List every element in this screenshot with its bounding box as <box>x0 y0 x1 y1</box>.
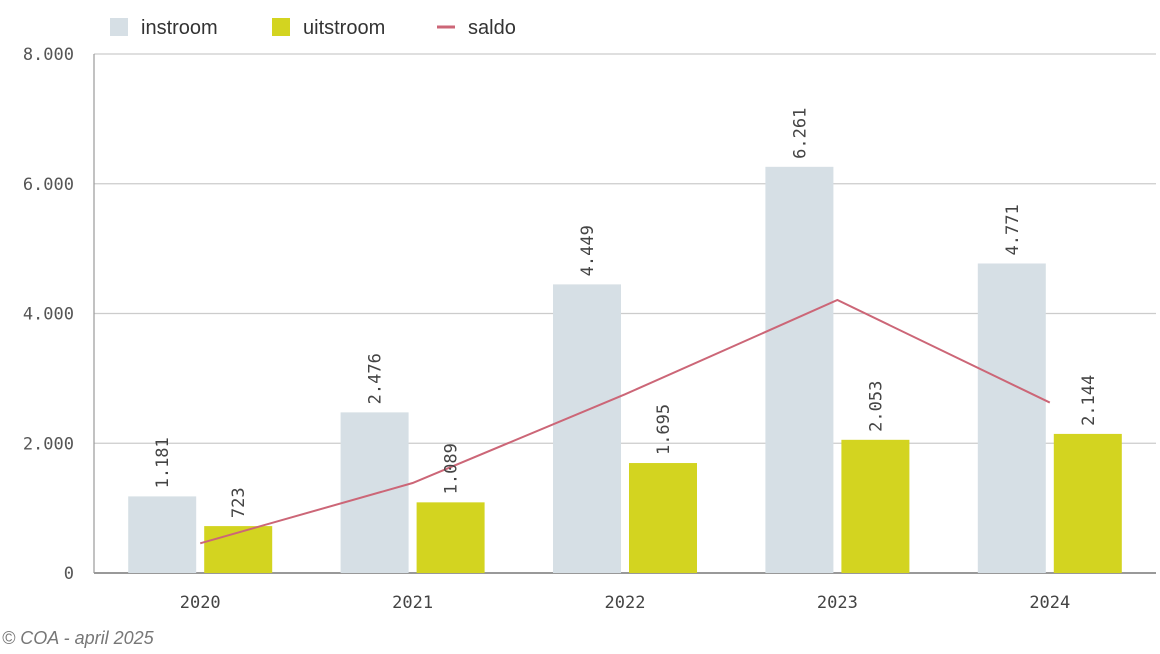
legend-label-uitstroom: uitstroom <box>303 17 385 39</box>
bar-uitstroom <box>1053 433 1122 573</box>
source-credit: © COA - april 2025 <box>2 628 154 648</box>
data-label-uitstroom: 2.144 <box>1079 375 1099 426</box>
x-tick-label: 2022 <box>605 593 646 613</box>
bars <box>128 166 1122 573</box>
y-axis-ticks: 0 2.000 4.000 6.000 8.000 <box>23 45 74 584</box>
bar-instroom <box>977 263 1046 573</box>
legend: instroom uitstroom saldo <box>110 17 516 39</box>
y-tick-label: 0 <box>64 564 74 584</box>
x-tick-label: 2020 <box>180 593 221 613</box>
x-tick-label: 2024 <box>1029 593 1070 613</box>
data-label-instroom: 2.476 <box>366 353 386 404</box>
x-tick-label: 2023 <box>817 593 858 613</box>
x-axis-ticks: 2020 2021 2022 2023 2024 <box>180 593 1071 613</box>
data-label-uitstroom: 2.053 <box>866 381 886 432</box>
data-label-instroom: 1.181 <box>153 437 173 488</box>
legend-swatch-instroom <box>110 18 128 36</box>
bar-uitstroom <box>204 526 273 573</box>
bar-instroom <box>765 166 834 573</box>
y-tick-label: 2.000 <box>23 434 74 454</box>
data-label-uitstroom: 723 <box>229 487 249 518</box>
legend-label-instroom: instroom <box>141 17 218 39</box>
line-saldo <box>199 298 1051 545</box>
data-label-uitstroom: 1.089 <box>442 443 462 494</box>
bar-uitstroom <box>629 463 697 573</box>
legend-swatch-uitstroom <box>272 18 290 36</box>
x-tick-label: 2021 <box>392 593 433 613</box>
bar-instroom <box>340 412 409 573</box>
bar-instroom <box>128 496 197 573</box>
y-tick-label: 6.000 <box>23 175 74 195</box>
data-label-instroom: 4.449 <box>578 225 598 276</box>
data-label-instroom: 4.771 <box>1003 204 1023 255</box>
bar-uitstroom <box>841 439 910 573</box>
y-tick-label: 4.000 <box>23 305 74 325</box>
saldo-line-group <box>199 298 1051 545</box>
data-label-instroom: 6.261 <box>790 108 810 159</box>
data-labels: 1.181 723 2.476 1.089 4.449 1.695 6.261 2.053 4.… <box>153 108 1099 518</box>
bar-instroom <box>553 284 621 573</box>
bar-uitstroom <box>416 502 485 573</box>
data-label-uitstroom: 1.695 <box>654 404 674 455</box>
legend-label-saldo: saldo <box>468 17 516 39</box>
y-tick-label: 8.000 <box>23 45 74 65</box>
